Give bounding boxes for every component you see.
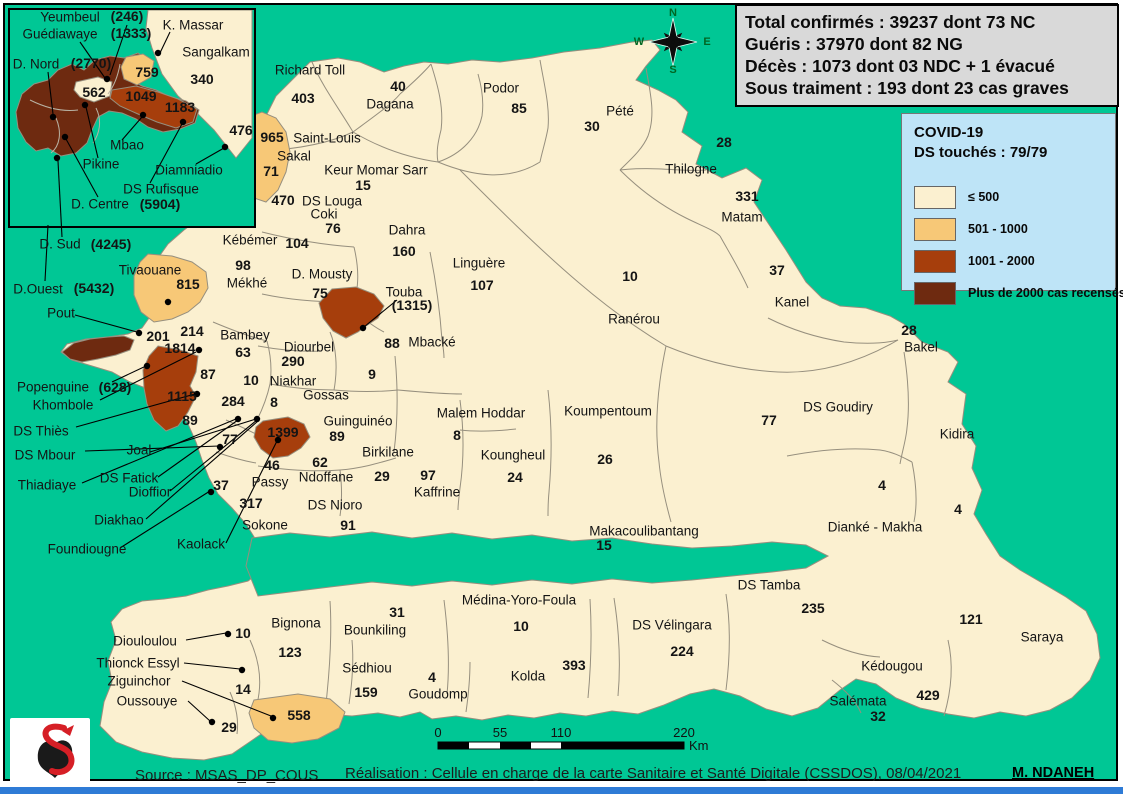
district-ziguinchor bbox=[248, 693, 346, 744]
location-dot bbox=[49, 113, 57, 121]
location-dot bbox=[193, 390, 201, 398]
location-dot bbox=[103, 75, 111, 83]
leader-line bbox=[74, 314, 138, 333]
leader-line bbox=[121, 116, 143, 141]
deaths: Décès : 1073 dont 03 NDC + 1 évacué bbox=[745, 56, 1055, 77]
district-kaolack bbox=[253, 416, 311, 459]
leader-line bbox=[99, 351, 197, 401]
ministry-logo bbox=[10, 718, 90, 784]
legend-item: 1001 - 2000 bbox=[914, 245, 1115, 277]
location-dot bbox=[179, 118, 187, 126]
leader-line bbox=[181, 680, 272, 717]
inset-562-cream bbox=[73, 76, 113, 103]
legend-item: Plus de 2000 cas recensés bbox=[914, 277, 1123, 309]
leader-line bbox=[75, 393, 196, 428]
location-dot bbox=[208, 718, 216, 726]
location-dot bbox=[139, 111, 147, 119]
legend-label: ≤ 500 bbox=[968, 190, 1000, 204]
legend-items: ≤ 500 501 - 1000 1001 - 2000 Plus de 2000 c… bbox=[914, 181, 1123, 309]
leader-line bbox=[79, 41, 106, 79]
leader-line bbox=[85, 106, 99, 159]
inset-pikine-arm bbox=[109, 85, 198, 129]
leader-line bbox=[149, 418, 257, 453]
district-tivaouane bbox=[133, 253, 209, 323]
district-thies-mbour bbox=[142, 345, 199, 432]
leader-line bbox=[47, 71, 54, 115]
legend-item: ≤ 500 bbox=[914, 181, 1115, 213]
leader-line bbox=[57, 160, 63, 238]
location-dot bbox=[207, 488, 215, 496]
leader-line bbox=[109, 24, 128, 76]
leader-line bbox=[363, 299, 398, 328]
location-dot bbox=[234, 415, 242, 423]
recovered: Guéris : 37970 dont 82 NG bbox=[745, 33, 963, 54]
leader-line bbox=[44, 224, 49, 282]
leader-line bbox=[157, 419, 239, 478]
total-confirmed: Total confirmés : 39237 dont 73 NC bbox=[745, 11, 1036, 32]
location-dot bbox=[61, 133, 69, 141]
district-dakar-peninsula bbox=[61, 335, 135, 363]
legend-subtitle: DS touchés : 79/79 bbox=[914, 144, 1048, 161]
leader-line bbox=[195, 147, 225, 165]
legend-title: COVID-19 bbox=[914, 124, 984, 141]
markers-overlay bbox=[44, 24, 398, 726]
leader-line bbox=[65, 138, 99, 198]
leader-line bbox=[187, 700, 211, 722]
location-dot bbox=[224, 630, 232, 638]
location-dot bbox=[81, 101, 89, 109]
location-dot bbox=[359, 324, 367, 332]
source-credit: Source : MSAS_DP_COUS bbox=[135, 767, 319, 784]
author-credit: M. NDANEH bbox=[1012, 765, 1095, 781]
location-dot bbox=[164, 298, 172, 306]
scale-bar bbox=[437, 741, 685, 750]
gambia-band bbox=[245, 531, 830, 597]
leader-line bbox=[84, 445, 220, 452]
legend-swatch bbox=[914, 185, 956, 209]
under-treatment: Sous traiment : 193 dont 23 cas graves bbox=[745, 78, 1069, 99]
location-dot bbox=[135, 329, 143, 337]
compass-rose-icon bbox=[648, 17, 698, 67]
location-dot bbox=[253, 415, 261, 423]
leader-line bbox=[81, 418, 237, 484]
location-dot bbox=[216, 443, 224, 451]
leader-line bbox=[185, 632, 227, 641]
logo-red-snake bbox=[42, 723, 75, 776]
realisation-credit: Réalisation : Cellule en charge de la ca… bbox=[345, 765, 962, 782]
location-dot bbox=[154, 49, 162, 57]
inset-759-orange bbox=[120, 53, 155, 86]
leader-line bbox=[145, 420, 259, 520]
legend-swatch bbox=[914, 249, 956, 273]
leader-line bbox=[111, 365, 147, 383]
location-dot bbox=[143, 362, 151, 370]
legend-label: 1001 - 2000 bbox=[968, 254, 1035, 268]
location-dot bbox=[195, 346, 203, 354]
location-dot bbox=[274, 436, 282, 444]
legend-item: 501 - 1000 bbox=[914, 213, 1115, 245]
legend-label: Plus de 2000 cas recensés bbox=[968, 286, 1123, 300]
stats-info-box: Total confirmés : 39237 dont 73 NC Guéri… bbox=[735, 4, 1119, 107]
leader-line bbox=[158, 31, 171, 56]
inset-frame bbox=[8, 8, 256, 228]
location-dot bbox=[269, 714, 277, 722]
legend-swatch bbox=[914, 281, 956, 305]
leader-line bbox=[225, 440, 278, 544]
location-dot bbox=[238, 666, 246, 674]
leader-line bbox=[169, 419, 258, 492]
location-dot bbox=[53, 154, 61, 162]
leader-line bbox=[183, 662, 241, 670]
choropleth-districts bbox=[61, 111, 385, 744]
dakar-inset bbox=[8, 8, 256, 228]
bottom-blue-bar bbox=[0, 787, 1123, 794]
leader-line bbox=[149, 123, 183, 184]
location-dot bbox=[221, 143, 229, 151]
legend-panel: COVID-19 DS touchés : 79/79 ≤ 500 501 - 1… bbox=[901, 113, 1123, 305]
leader-line bbox=[119, 490, 211, 549]
legend-swatch bbox=[914, 217, 956, 241]
legend-label: 501 - 1000 bbox=[968, 222, 1028, 236]
